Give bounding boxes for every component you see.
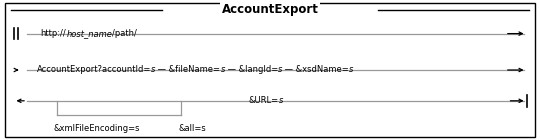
Text: &URL=: &URL=: [248, 96, 279, 105]
Text: — &langId=: — &langId=: [225, 66, 278, 74]
Text: host_name: host_name: [66, 29, 112, 38]
Text: s: s: [220, 66, 225, 74]
Text: — &xsdName=: — &xsdName=: [282, 66, 349, 74]
Text: /path/: /path/: [112, 29, 137, 38]
Text: &all=s: &all=s: [178, 124, 206, 133]
Text: s: s: [349, 66, 354, 74]
Text: s: s: [278, 66, 282, 74]
Text: s: s: [151, 66, 156, 74]
Text: &xmlFileEncoding=s: &xmlFileEncoding=s: [54, 124, 140, 133]
FancyBboxPatch shape: [5, 3, 535, 137]
Text: AccountExport: AccountExport: [221, 3, 319, 16]
Text: http://: http://: [40, 29, 66, 38]
Text: s: s: [279, 96, 283, 105]
Text: AccountExport?accountId=: AccountExport?accountId=: [37, 66, 151, 74]
Text: — &fileName=: — &fileName=: [156, 66, 220, 74]
